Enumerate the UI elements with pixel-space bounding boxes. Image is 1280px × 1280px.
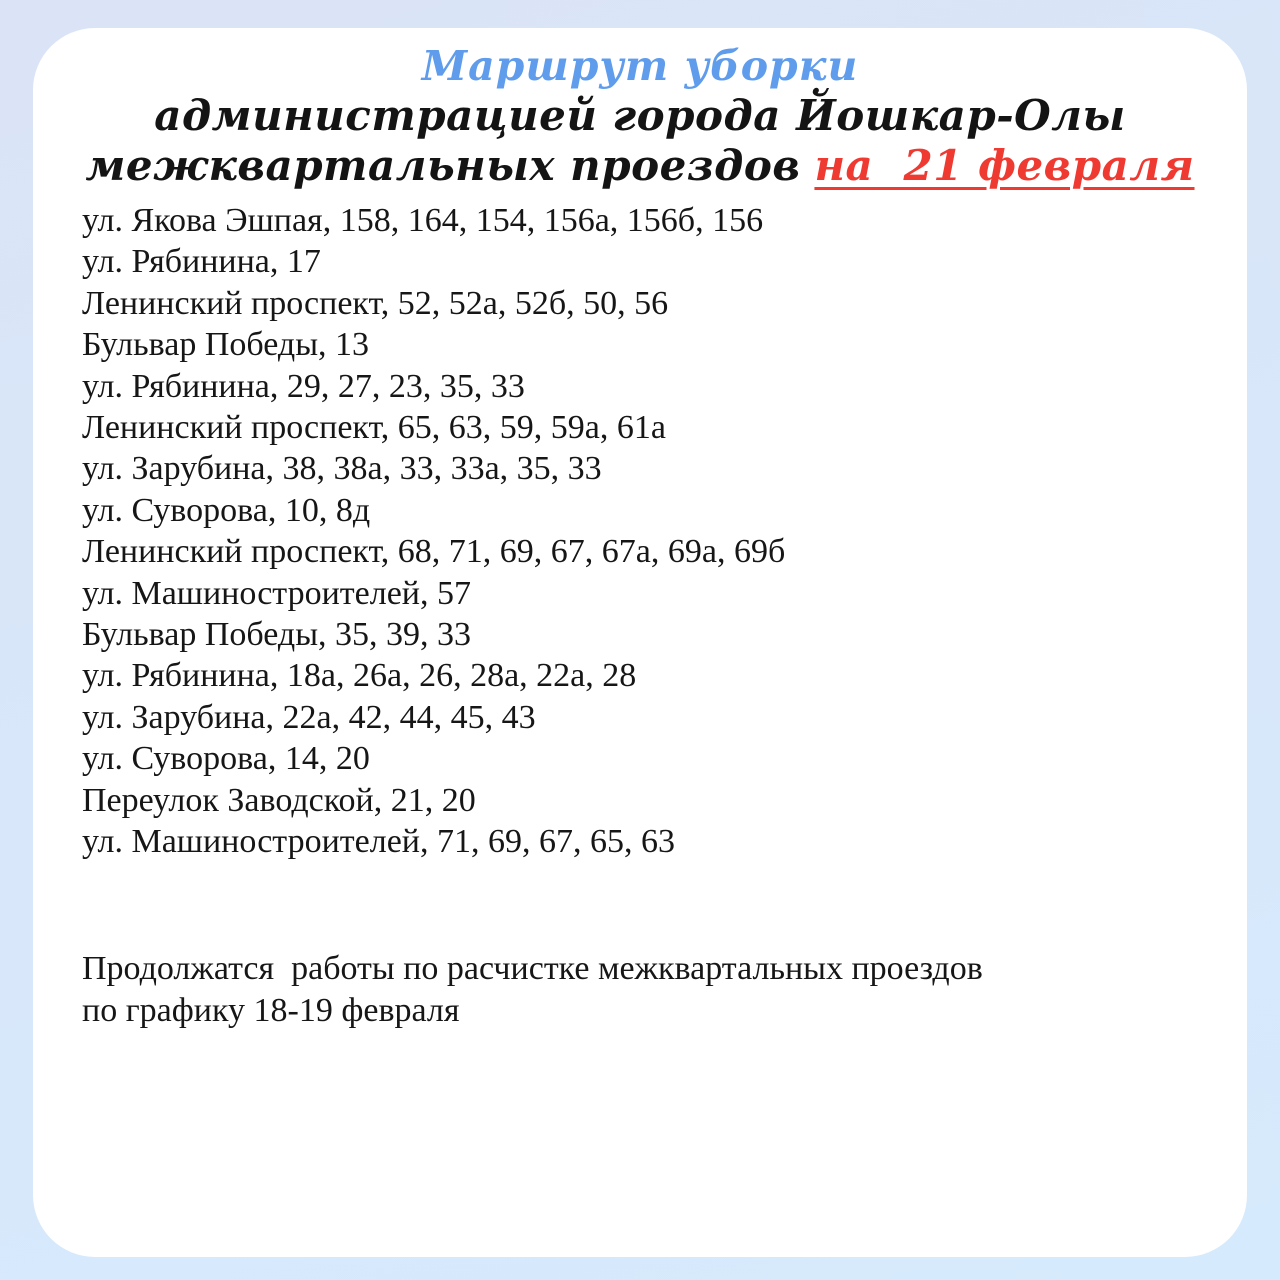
subtitle-line2-text: межквартальных проездов xyxy=(85,141,801,190)
footer-note-line: по графику 18-19 февраля xyxy=(82,992,460,1029)
route-item: ул. Машиностроителей, 71, 69, 67, 65, 63 xyxy=(82,823,675,861)
route-item: Бульвар Победы, 35, 39, 33 xyxy=(82,616,472,654)
route-item: ул. Рябинина, 29, 27, 23, 35, 33 xyxy=(82,367,525,405)
route-item: ул. Якова Эшпая, 158, 164, 154, 156а, 15… xyxy=(82,202,764,239)
footer-note-line: Продолжатся работы по расчистке межкварт… xyxy=(82,949,983,987)
route-item: Бульвар Победы, 13 xyxy=(82,326,370,364)
route-item: ул. Суворова, 10, 8д xyxy=(82,491,371,529)
route-item: ул. Рябинина, 17 xyxy=(82,243,321,281)
route-item: Ленинский проспект, 52, 52а, 52б, 50, 56 xyxy=(82,284,669,322)
subtitle-line1: администрацией города Йошкар-Олы xyxy=(154,91,1126,140)
announcement-card: Маршрут уборки администрацией города Йош… xyxy=(33,28,1247,1257)
page-title: Маршрут уборки xyxy=(421,42,859,90)
date-highlight: на 21 февраля xyxy=(814,141,1195,190)
route-item: Ленинский проспект, 68, 71, 69, 67, 67а,… xyxy=(82,533,786,571)
route-item: ул. Зарубина, 22а, 42, 44, 45, 43 xyxy=(82,698,536,736)
subtitle-line2: межквартальных проездов на 21 февраля xyxy=(33,141,1247,191)
route-item: ул. Суворова, 14, 20 xyxy=(82,740,370,778)
route-list: ул. Якова Эшпая, 158, 164, 154, 156а, 15… xyxy=(33,200,1247,863)
header: Маршрут уборки администрацией города Йош… xyxy=(33,28,1247,191)
route-item: ул. Рябинина, 18а, 26а, 26, 28а, 22а, 28 xyxy=(82,657,637,695)
footer-note: Продолжатся работы по расчистке межкварт… xyxy=(33,948,1247,1033)
route-item: Ленинский проспект, 65, 63, 59, 59а, 61а xyxy=(82,409,666,447)
route-item: Переулок Заводской, 21, 20 xyxy=(82,781,476,819)
route-item: ул. Машиностроителей, 57 xyxy=(82,574,471,612)
route-item: ул. Зарубина, 38, 38а, 33, 33а, 35, 33 xyxy=(82,450,602,488)
